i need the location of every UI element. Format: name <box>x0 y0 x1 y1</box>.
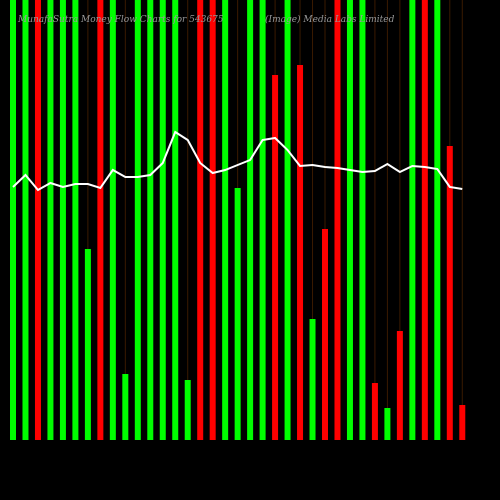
bar <box>409 0 416 440</box>
bar <box>259 0 266 440</box>
bar <box>72 0 79 440</box>
bar <box>346 0 353 440</box>
bar <box>84 249 91 440</box>
price-line <box>12 130 463 192</box>
bar <box>297 65 304 440</box>
bar <box>371 383 378 440</box>
bar <box>434 0 441 440</box>
bar <box>134 0 141 440</box>
bar <box>247 0 254 440</box>
bar <box>147 0 154 440</box>
bar <box>197 0 204 440</box>
bar <box>109 0 116 440</box>
bar <box>459 405 466 440</box>
bar <box>421 0 428 440</box>
bar <box>172 0 179 440</box>
bar <box>222 0 229 440</box>
bar <box>10 0 16 440</box>
bar <box>209 0 216 440</box>
bar <box>34 0 41 440</box>
bar <box>322 229 328 440</box>
bar <box>272 75 279 440</box>
bar <box>97 0 104 440</box>
chart-subtitle: (Image) Media Labs Limited <box>265 14 395 25</box>
bar <box>334 0 341 440</box>
bar <box>284 0 291 440</box>
chart-title: MunafaSutra Money Flow Charts for 543675 <box>17 15 224 25</box>
bar <box>359 0 366 440</box>
bar <box>22 0 29 440</box>
bar <box>446 146 453 440</box>
bar <box>159 0 166 440</box>
bar <box>234 188 241 440</box>
bar <box>47 0 54 440</box>
bar <box>122 374 129 440</box>
bar <box>396 331 403 440</box>
bar <box>309 319 316 440</box>
bar <box>184 380 191 440</box>
bar <box>59 0 66 440</box>
bar <box>384 408 391 440</box>
